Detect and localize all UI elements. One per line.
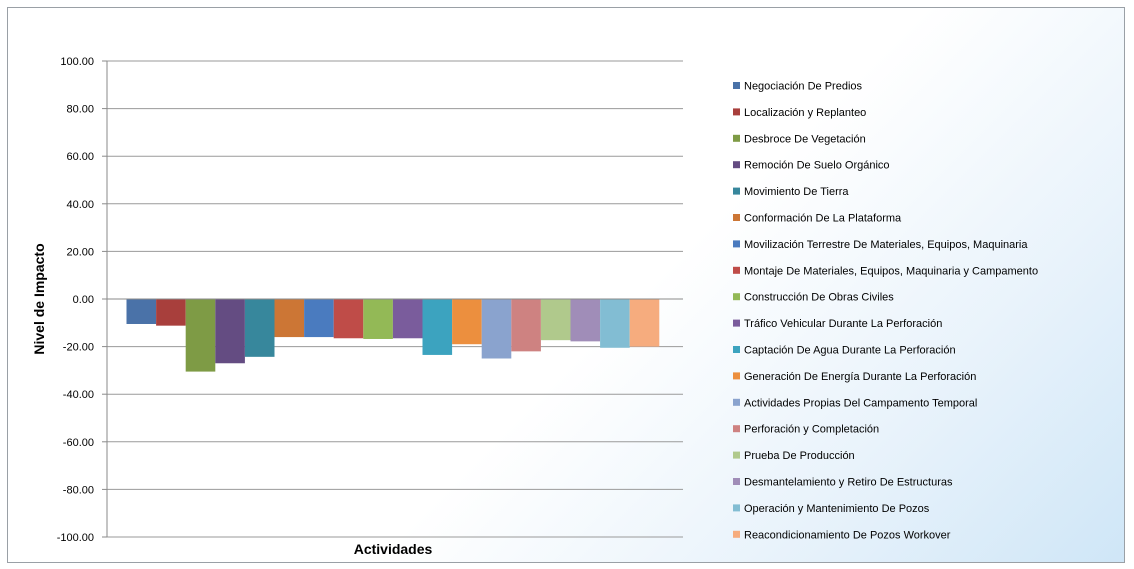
legend-swatch	[733, 108, 740, 116]
legend-label: Movimiento De Tierra	[744, 186, 849, 198]
y-tick-label: 60.00	[66, 151, 94, 163]
bar: Negociación De Predios: -10.5	[126, 299, 157, 324]
legend-swatch	[733, 346, 740, 353]
legend-label: Generación De Energía Durante La Perfora…	[744, 371, 976, 383]
x-axis-title: Actividades	[354, 541, 433, 557]
legend-swatch	[733, 425, 740, 433]
legend-label: Montaje De Materiales, Equipos, Maquinar…	[744, 265, 1038, 277]
axes	[106, 61, 683, 537]
bar: Captación De Agua Durante La Perforación…	[422, 299, 453, 355]
y-tick-label: -40.00	[63, 389, 94, 401]
legend-swatch	[733, 504, 740, 512]
bar: Montaje De Materiales, Equipos, Maquinar…	[333, 299, 364, 339]
bar: Actividades Propias Del Campamento Tempo…	[481, 299, 512, 359]
legend-label: Desmantelamiento y Retiro De Estructuras	[744, 477, 953, 489]
bar: Remoción De Suelo Orgánico: -27	[215, 299, 245, 364]
y-tick-label: 40.00	[66, 199, 94, 211]
legend-label: Captación De Agua Durante La Perforación	[744, 345, 956, 357]
legend-swatch	[733, 82, 740, 89]
bar: Movilización Terrestre De Materiales, Eq…	[304, 299, 334, 338]
legend-label: Operación y Mantenimiento De Pozos	[744, 503, 930, 515]
legend-swatch	[733, 451, 740, 459]
legend-swatch	[733, 214, 740, 221]
bar: Desmantelamiento y Retiro De Estructuras…	[570, 299, 601, 342]
bars: Negociación De Predios: -10.5Localizació…	[126, 299, 660, 372]
legend-swatch	[733, 134, 740, 142]
legend-label: Negociación De Predios	[744, 81, 863, 93]
y-tick-label: -60.00	[63, 437, 94, 449]
bar: Operación y Mantenimiento De Pozos: -20.…	[600, 299, 630, 348]
y-tick-label: 0.00	[73, 294, 94, 306]
y-tick-label: -20.00	[63, 342, 94, 354]
y-tick-label: -80.00	[63, 484, 94, 496]
y-tick-label: 80.00	[66, 104, 94, 116]
legend-swatch	[733, 530, 740, 538]
legend-label: Movilización Terrestre De Materiales, Eq…	[744, 239, 1028, 251]
legend-label: Localización y Replanteo	[744, 107, 866, 119]
legend-swatch	[733, 161, 740, 169]
bar: Tráfico Vehicular Durante La Perforación…	[392, 299, 423, 339]
legend: Negociación De Predios Localización y Rep…	[733, 81, 1038, 541]
legend-swatch	[733, 319, 740, 327]
y-axis-title: Nivel de Impacto	[31, 243, 47, 354]
legend-label: Actividades Propias Del Campamento Tempo…	[744, 397, 977, 409]
legend-label: Tráfico Vehicular Durante La Perforación	[744, 318, 942, 330]
legend-label: Desbroce De Vegetación	[744, 133, 866, 145]
bar: Desbroce De Vegetación: -30.5	[185, 299, 216, 372]
legend-label: Prueba De Producción	[744, 450, 855, 462]
bar: Conformación De La Plataforma: -16	[274, 299, 305, 338]
y-tick-label: -100.00	[57, 532, 94, 544]
legend-swatch	[733, 372, 740, 380]
legend-swatch	[733, 293, 740, 301]
y-tick-label: 100.00	[60, 56, 94, 68]
y-tick-label: 20.00	[66, 246, 94, 258]
bar: Generación De Energía Durante La Perfora…	[452, 299, 482, 345]
bar: Movimiento De Tierra: -24.3	[244, 299, 275, 357]
legend-swatch	[733, 398, 740, 406]
legend-label: Construcción De Obras Civiles	[744, 292, 894, 304]
bar: Perforación y Completación: -22	[511, 299, 541, 352]
legend-swatch	[733, 478, 740, 485]
bar: Construcción De Obras Civiles: -16.8	[363, 299, 393, 339]
legend-swatch	[733, 240, 740, 248]
bar: Prueba De Producción: -17.3	[540, 299, 571, 341]
legend-swatch	[733, 266, 740, 274]
legend-label: Reacondicionamiento De Pozos Workover	[744, 529, 951, 541]
legend-label: Perforación y Completación	[744, 424, 879, 436]
legend-label: Remoción De Suelo Orgánico	[744, 160, 890, 172]
y-axis-ticks: -100.00 -80.00 -60.00 -40.00 -20.00 0.00 20.00…	[57, 56, 107, 544]
legend-swatch	[733, 187, 740, 195]
chart-area	[7, 7, 1125, 563]
bar: Reacondicionamiento De Pozos Workover: -…	[629, 299, 660, 347]
legend-label: Conformación De La Plataforma	[744, 213, 902, 225]
bar: Localización y Replanteo: -11.2	[156, 299, 186, 326]
